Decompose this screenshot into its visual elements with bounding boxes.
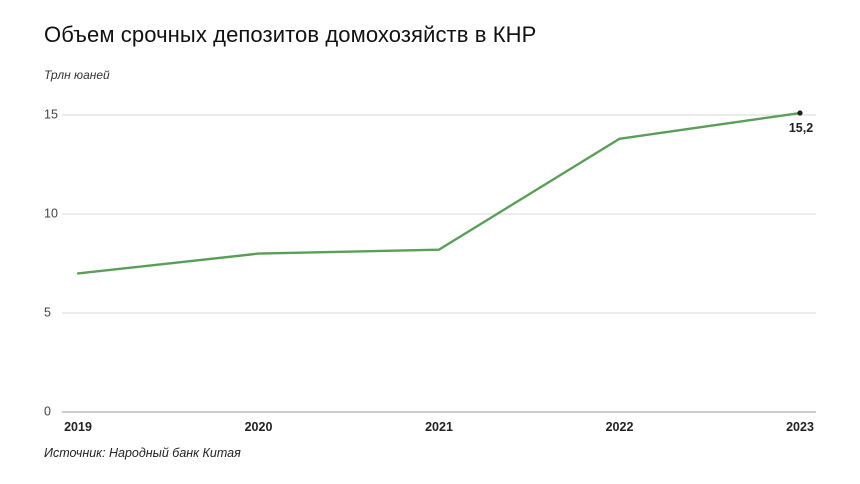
series-line (76, 111, 802, 275)
y-tick-label: 0 (44, 404, 51, 418)
source-note: Источник: Народный банк Китая (44, 446, 241, 460)
y-tick-label: 10 (44, 206, 58, 220)
x-tick-label: 2023 (786, 420, 814, 434)
data-label: 15,2 (789, 121, 813, 135)
y-axis-unit-label: Трлн юаней (44, 68, 110, 82)
x-axis-ticks: 2019 2020 2021 2022 2023 (64, 420, 814, 434)
y-tick-label: 5 (44, 305, 51, 319)
gridlines (62, 114, 816, 413)
annotations: 15,2 (789, 121, 813, 135)
y-tick-label: 15 (44, 107, 58, 121)
chart-title: Объем срочных депозитов домохозяйств в К… (44, 22, 537, 47)
series-group (76, 110, 803, 275)
x-tick-label: 2022 (606, 420, 634, 434)
x-tick-label: 2021 (425, 420, 453, 434)
x-tick-label: 2020 (245, 420, 273, 434)
data-point (797, 110, 803, 116)
y-axis-ticks: 0 5 10 15 (44, 107, 58, 418)
x-tick-label: 2019 (64, 420, 92, 434)
